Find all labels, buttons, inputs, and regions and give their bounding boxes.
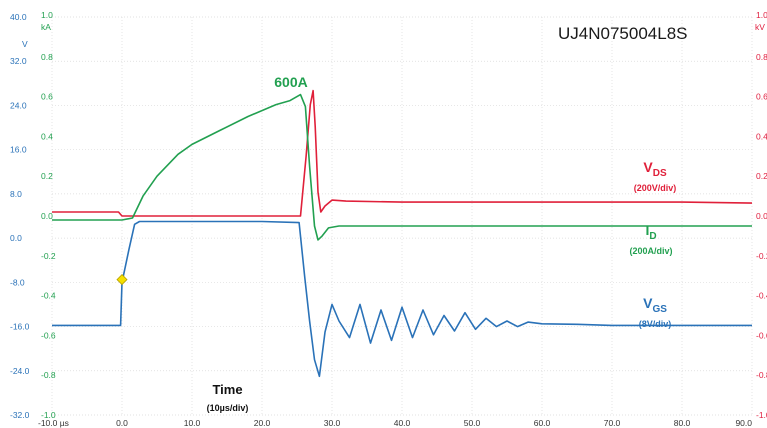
right-axis-tick-label: 0.0 [756, 211, 767, 221]
chart-title: UJ4N075004L8S [558, 24, 688, 43]
right-axis-tick-label: -0.6 [756, 330, 767, 340]
left-axis-tick-label: -0.4 [41, 291, 56, 301]
left-axis-tick-label: 32.0 [10, 56, 27, 66]
left-axis-tick-label: 0.0 [41, 211, 53, 221]
x-axis-tick-label: 40.0 [394, 418, 411, 428]
x-axis-tick-label: 80.0 [674, 418, 691, 428]
id-series-label: ID (200A/div) [612, 223, 690, 259]
markers [116, 274, 128, 286]
left-axis-unit-v: V [22, 39, 28, 49]
right-axis-tick-label: -0.8 [756, 370, 767, 380]
x-axis-tick-label: 0.0 [116, 418, 128, 428]
x-axis-tick-label: 70.0 [604, 418, 621, 428]
left-axis-tick-label: -0.8 [41, 370, 56, 380]
left-axis-tick-label: 0.6 [41, 92, 53, 102]
right-axis-tick-label: 0.6 [756, 92, 767, 102]
trigger-marker-diamond [116, 274, 128, 286]
time-label-text: Time [212, 382, 243, 397]
x-axis-tick-label: -10.0 µs [38, 418, 69, 428]
x-axis-tick-label: 10.0 [184, 418, 201, 428]
vgs-scale-text: (8V/div) [638, 319, 672, 330]
right-axis-tick-label: 0.2 [756, 171, 767, 181]
time-axis-label: Time (10µs/div) [190, 382, 265, 416]
id-label-text: ID [645, 222, 657, 242]
x-axis-tick-label: 60.0 [534, 418, 551, 428]
right-axis-tick-label: -1.0 [756, 410, 767, 420]
left-axis-tick-label: 0.4 [41, 131, 53, 141]
x-axis-tick-label: 90.0 [735, 418, 752, 428]
id-scale-text: (200A/div) [629, 246, 673, 257]
vds-label-text: VDS [643, 159, 667, 179]
x-axis-tick-label: 30.0 [324, 418, 341, 428]
vds-series-label: VDS (200V/div) [620, 160, 690, 196]
left-axis-tick-label: 40.0 [10, 12, 27, 22]
right-axis-tick-label: 1.0 [756, 10, 767, 20]
left-axis-tick-label: 1.0 [41, 10, 53, 20]
left-axis-tick-label: 0.0 [10, 233, 22, 243]
left-axis-tick-label: -0.2 [41, 251, 56, 261]
left-axis-kiloamps: kA 1.0 0.8 0.6 0.4 0.2 0.0 -0.2 -0.4 -0.6 -0.8 -1.0 [41, 10, 56, 420]
left-axis-tick-label: -1.0 [41, 410, 56, 420]
right-axis-unit-kv: kV [755, 22, 765, 32]
left-axis-tick-label: -24.0 [10, 366, 30, 376]
left-axis-tick-label: 8.0 [10, 189, 22, 199]
left-axis-tick-label: -16.0 [10, 322, 30, 332]
vgs-label-text: VGS [643, 295, 667, 315]
left-axis-tick-label: 0.8 [41, 52, 53, 62]
traces [52, 89, 753, 378]
vds-scale-text: (200V/div) [633, 183, 677, 194]
right-axis-kilovolts: kV 1.0 0.8 0.6 0.4 0.2 0.0 -0.2 -0.4 -0.6 -0.8 -1.0 [755, 10, 767, 420]
x-axis: -10.0 µs 0.0 10.0 20.0 30.0 40.0 50.0 60.0 70.0 8… [38, 418, 752, 428]
x-axis-tick-label: 20.0 [254, 418, 271, 428]
right-axis-tick-label: -0.4 [756, 291, 767, 301]
left-axis-tick-label: -0.6 [41, 330, 56, 340]
left-axis-tick-label: 0.2 [41, 171, 53, 181]
peak-current-label: 600A [274, 74, 308, 90]
x-axis-tick-label: 50.0 [464, 418, 481, 428]
left-axis-volts: V 40.0 32.0 24.0 16.0 8.0 0.0 -8.0 -16.0 -24.0 -32… [10, 12, 30, 420]
left-axis-tick-label: -32.0 [10, 410, 30, 420]
right-axis-tick-label: 0.4 [756, 131, 767, 141]
left-axis-unit-ka: kA [41, 22, 51, 32]
vgs-series-label: VGS (8V/div) [620, 296, 690, 332]
trace-vds [52, 89, 753, 217]
trace-vgs [52, 220, 752, 378]
left-axis-tick-label: 16.0 [10, 145, 27, 155]
time-scale-text: (10µs/div) [206, 402, 249, 413]
left-axis-tick-label: -8.0 [10, 277, 25, 287]
trace-id [52, 93, 752, 241]
right-axis-tick-label: 0.8 [756, 52, 767, 62]
left-axis-tick-label: 24.0 [10, 100, 27, 110]
right-axis-tick-label: -0.2 [756, 251, 767, 261]
